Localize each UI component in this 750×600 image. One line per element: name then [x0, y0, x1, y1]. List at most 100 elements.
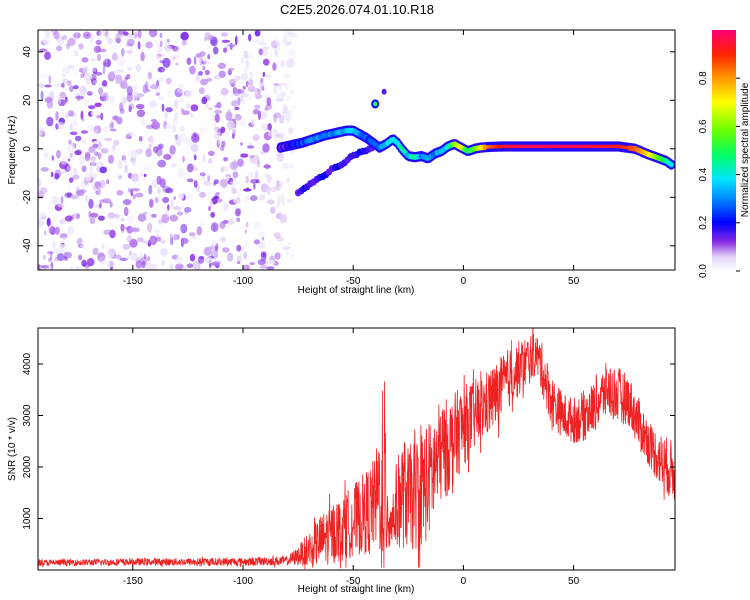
noise-blob — [264, 107, 269, 112]
y-tick-label: -20 — [22, 190, 33, 205]
noise-blob — [81, 65, 89, 74]
noise-blob — [60, 156, 68, 165]
noise-blob — [266, 97, 272, 107]
noise-blob — [220, 145, 225, 152]
noise-blob — [243, 264, 250, 270]
noise-blob — [213, 179, 219, 185]
noise-blob — [133, 85, 138, 91]
noise-blob — [222, 202, 229, 212]
noise-blob — [226, 120, 236, 131]
noise-blob — [108, 70, 117, 80]
noise-blob — [101, 80, 108, 87]
noise-blob — [53, 83, 63, 87]
x-tick-label: -50 — [346, 276, 361, 287]
noise-blob — [146, 262, 154, 270]
noise-blob — [187, 178, 194, 183]
noise-blob — [154, 197, 159, 203]
spectrogram-frame — [37, 29, 676, 271]
y-tick-label: 4000 — [22, 352, 33, 375]
noise-blob — [207, 175, 211, 182]
noise-blob — [232, 129, 237, 136]
noise-blob — [76, 213, 80, 220]
noise-blob — [243, 188, 252, 192]
noise-blob — [143, 173, 147, 177]
noise-blob — [275, 92, 285, 100]
noise-blob — [111, 145, 116, 151]
x-tick-label: 50 — [568, 576, 580, 587]
noise-blob — [132, 193, 136, 200]
noise-blob — [221, 39, 231, 43]
noise-blob — [162, 57, 171, 68]
noise-blob — [185, 89, 193, 98]
noise-blob — [220, 236, 227, 243]
noise-blob — [261, 264, 265, 269]
noise-blob — [289, 254, 295, 258]
noise-blob — [248, 141, 253, 146]
noise-blob — [64, 96, 68, 104]
noise-blob — [266, 199, 275, 205]
noise-blob — [126, 225, 133, 234]
noise-blob — [214, 113, 220, 123]
noise-blob — [67, 226, 75, 235]
noise-blob — [62, 158, 66, 164]
noise-blob — [202, 55, 207, 62]
noise-blob — [164, 112, 169, 120]
noise-blob — [210, 222, 219, 233]
colorbar-label: Normalized spectral amplitude — [740, 82, 750, 217]
noise-blob — [253, 239, 260, 245]
noise-blob — [213, 181, 217, 186]
noise-blob — [277, 83, 283, 92]
noise-blob — [234, 113, 242, 121]
noise-blob — [119, 102, 124, 112]
noise-blob — [270, 205, 277, 210]
noise-blob — [61, 35, 68, 40]
colorbar-tick-label: 0.6 — [698, 119, 709, 133]
noise-blob — [109, 201, 113, 208]
noise-blob — [145, 41, 153, 49]
noise-blob — [145, 148, 152, 158]
noise-blob — [190, 113, 194, 118]
noise-blob — [59, 91, 67, 99]
noise-blob — [59, 161, 68, 170]
noise-blob — [171, 54, 181, 59]
noise-blob — [243, 251, 248, 260]
noise-blob — [74, 71, 78, 79]
noise-blob — [154, 229, 161, 234]
noise-blob — [222, 247, 230, 253]
noise-blob — [231, 100, 239, 107]
noise-blob — [190, 104, 199, 112]
noise-blob — [79, 155, 85, 166]
noise-blob — [178, 193, 184, 200]
noise-blob — [274, 50, 279, 58]
noise-blob — [89, 35, 95, 44]
noise-blob — [106, 260, 115, 268]
noise-blob — [261, 236, 265, 241]
noise-blob — [258, 231, 266, 237]
noise-blob — [172, 45, 179, 52]
noise-blob — [273, 112, 281, 118]
noise-blob — [126, 215, 135, 224]
snr-frame — [37, 327, 676, 571]
noise-blob — [80, 130, 89, 134]
noise-blob — [228, 78, 237, 86]
noise-blob — [236, 260, 241, 265]
noise-blob — [86, 78, 90, 85]
noise-blob — [73, 121, 79, 126]
noise-blob — [106, 179, 110, 185]
noise-blob — [280, 82, 287, 86]
noise-blob — [173, 112, 179, 122]
noise-blob — [135, 192, 144, 198]
noise-blob — [92, 79, 97, 85]
noise-blob — [279, 91, 287, 97]
noise-blob — [167, 204, 170, 211]
noise-blob — [157, 96, 165, 101]
noise-blob — [101, 244, 105, 250]
noise-blob — [74, 135, 82, 142]
noise-blob — [38, 126, 45, 135]
noise-blob — [274, 252, 281, 260]
noise-blob — [211, 261, 220, 266]
noise-blob — [234, 35, 238, 46]
noise-blob — [254, 170, 259, 180]
noise-blob — [201, 60, 207, 65]
noise-blob — [189, 232, 196, 237]
